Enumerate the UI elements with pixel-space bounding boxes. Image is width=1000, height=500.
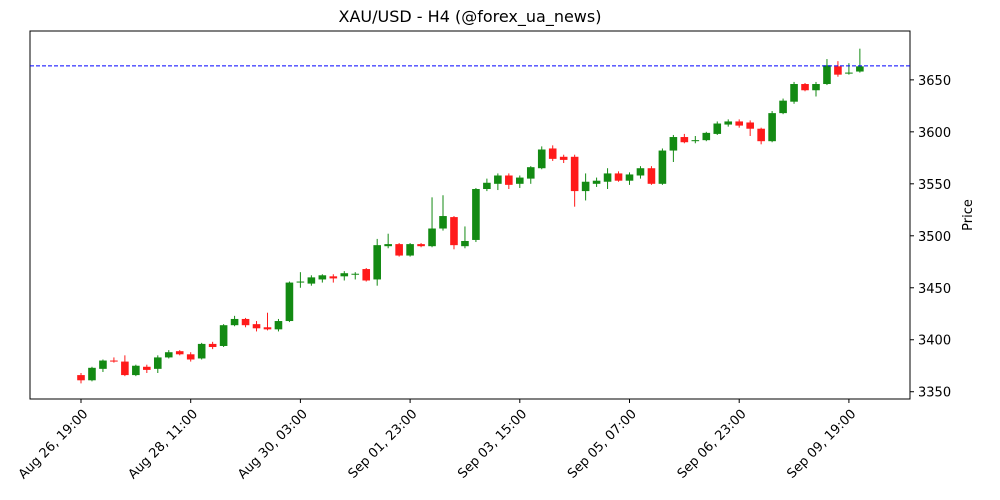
y-tick-label: 3450 [918, 282, 951, 297]
candle-body [559, 156, 568, 160]
candle-body [230, 318, 239, 326]
plot-frame [29, 30, 911, 400]
x-tick-label: Aug 26, 19:00 [16, 407, 92, 483]
candle-body [285, 282, 294, 322]
candle-body [658, 150, 667, 184]
candle-body [856, 66, 864, 72]
candle-body [702, 132, 711, 141]
candle-body [164, 352, 173, 358]
candle-body [175, 351, 184, 355]
candle-body [384, 244, 392, 247]
candle-body [526, 167, 535, 179]
candle-body [801, 84, 809, 91]
candle-body [625, 174, 634, 181]
candle-body [516, 177, 524, 184]
chart-title: XAU/USD - H4 (@forex_ua_news) [339, 7, 602, 27]
candle-body [143, 366, 151, 370]
candle-body [834, 66, 842, 75]
y-tick-label: 3350 [918, 386, 951, 401]
x-tick-label: Aug 30, 03:00 [235, 407, 311, 483]
candle-body [296, 281, 305, 283]
candle-body [406, 244, 414, 256]
candle-body [494, 175, 502, 184]
candle-body [263, 327, 272, 330]
candle-body [636, 168, 645, 176]
candle-body [274, 321, 283, 330]
candle-body [439, 216, 447, 229]
y-tick-label: 3600 [918, 126, 951, 141]
candle-body [88, 367, 96, 381]
x-tick-label: Sep 03, 15:00 [455, 407, 530, 482]
candle-body [110, 360, 118, 362]
candle-body [691, 140, 700, 142]
candle-body [417, 244, 425, 247]
y-tick-label: 3550 [918, 178, 951, 193]
candle-body [548, 148, 557, 159]
y-tick-label: 3500 [918, 230, 951, 245]
candle-body [208, 343, 217, 348]
candle-body [724, 121, 733, 125]
candle-body [779, 100, 787, 114]
candle-body [823, 65, 831, 85]
candle-body [592, 180, 601, 184]
candle-body [845, 72, 853, 74]
candle-body [614, 173, 623, 181]
candle-body [483, 182, 491, 190]
candle-body [307, 277, 316, 284]
candle-body [329, 276, 338, 279]
candle-body [428, 228, 436, 247]
candle-body [77, 375, 85, 381]
candle-body [197, 343, 206, 359]
candle-body [318, 275, 327, 280]
candle-body [472, 189, 480, 240]
candle-body [812, 84, 820, 91]
candle-body [450, 217, 458, 246]
candle-body [153, 357, 162, 369]
candle-body [252, 324, 261, 329]
candle-body [395, 244, 403, 256]
x-tick-label: Sep 01, 23:00 [346, 407, 421, 482]
y-tick-label: 3400 [918, 334, 951, 349]
candle-body [669, 137, 678, 151]
candle-body [351, 273, 360, 275]
candle-body [219, 325, 228, 346]
candle-body [680, 137, 689, 143]
y-axis-label: Price [961, 199, 976, 231]
candle-body [768, 113, 776, 142]
x-tick-label: Aug 28, 11:00 [126, 407, 202, 483]
candle-body [99, 360, 107, 369]
candle-body [186, 354, 195, 360]
candle-body [757, 128, 765, 142]
candle-body [362, 269, 371, 281]
y-tick-label: 3650 [918, 74, 951, 89]
candle-body [121, 361, 129, 376]
candle-body [713, 123, 722, 134]
candle-body [340, 273, 349, 277]
x-tick-label: Sep 05, 07:00 [565, 407, 640, 482]
candle-body [603, 173, 612, 182]
candle-body [241, 318, 250, 326]
candle-body [132, 365, 140, 376]
candle-body [581, 181, 590, 192]
candle-body [373, 245, 381, 280]
x-tick-label: Sep 09, 19:00 [784, 407, 859, 482]
x-tick-label: Sep 06, 23:00 [675, 407, 750, 482]
candle-body [461, 240, 469, 247]
candle-body [505, 175, 513, 185]
candle-body [570, 156, 579, 192]
candle-body [647, 168, 656, 184]
candle-body [746, 122, 754, 129]
candle-body [790, 84, 798, 102]
candle-body [537, 149, 546, 169]
candle-body [735, 121, 743, 126]
